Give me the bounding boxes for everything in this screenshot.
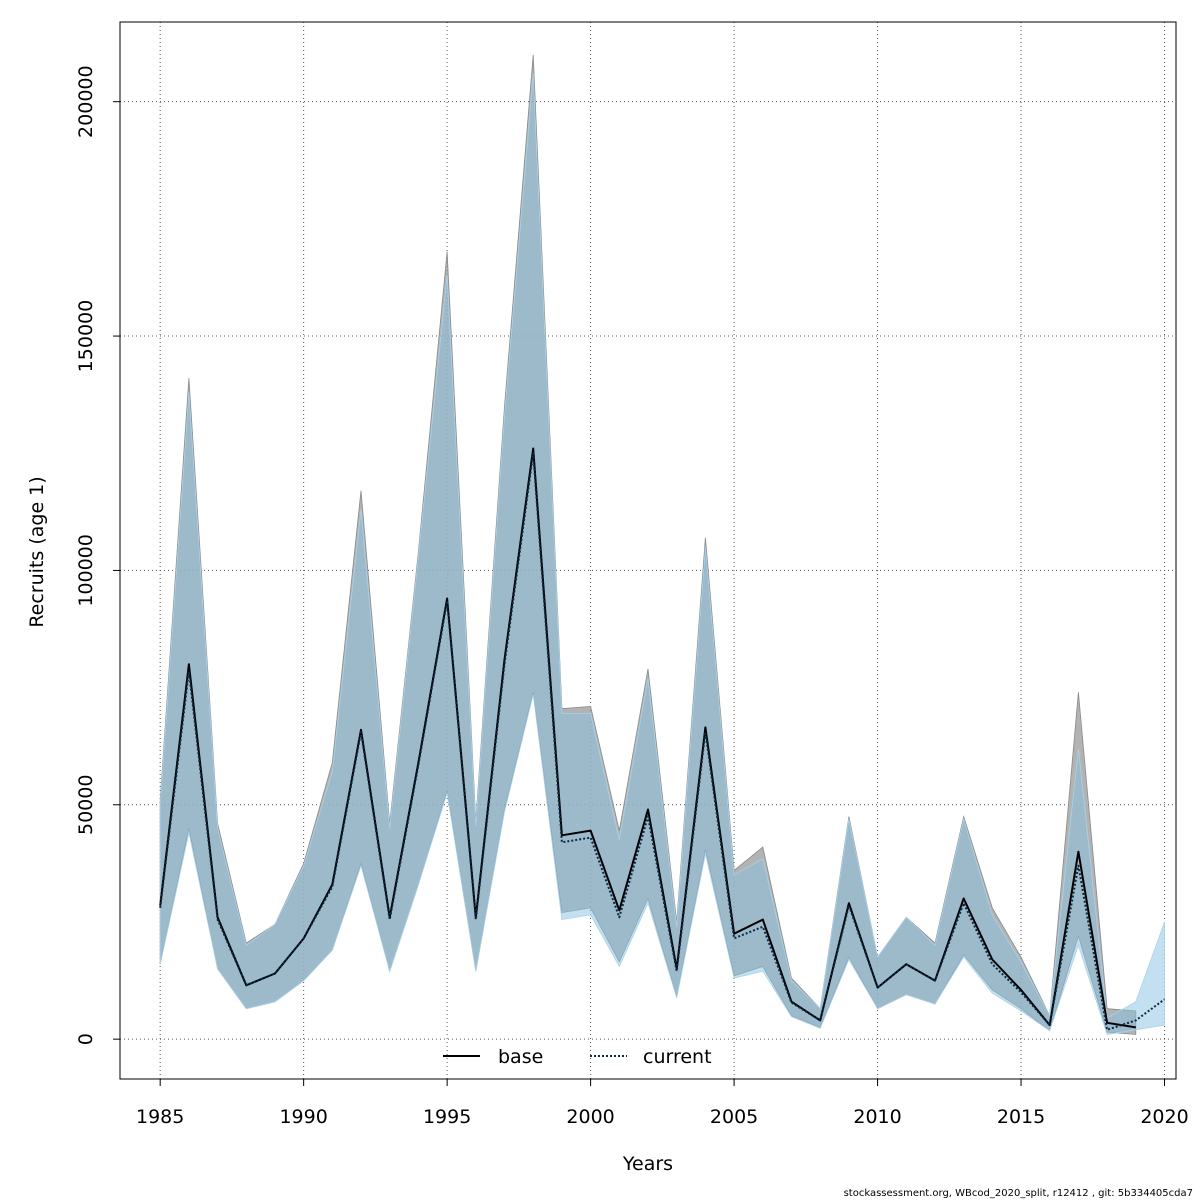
x-tick-label-2005: 2005 bbox=[710, 1106, 758, 1128]
x-tick-label-2000: 2000 bbox=[566, 1106, 614, 1128]
y-tick-label-150000: 150000 bbox=[75, 300, 97, 373]
x-tick-label-1985: 1985 bbox=[136, 1106, 184, 1128]
band-current bbox=[159, 73, 1165, 1035]
x-tick-label-1990: 1990 bbox=[279, 1106, 327, 1128]
x-tick-label-1995: 1995 bbox=[423, 1106, 471, 1128]
grid bbox=[120, 22, 1176, 1079]
x-tick-label-2020: 2020 bbox=[1140, 1106, 1188, 1128]
line-current bbox=[159, 452, 1166, 1031]
axes: 1985 1990 1995 2000 2005 2010 2015 2020 0 50000 10… bbox=[75, 65, 1189, 1128]
y-tick-label-100000: 100000 bbox=[75, 534, 97, 607]
y-tick-label-50000: 50000 bbox=[75, 775, 97, 835]
x-tick-label-2010: 2010 bbox=[853, 1106, 901, 1128]
footer-text: stockassessment.org, WBcod_2020_split, r… bbox=[844, 1188, 1193, 1199]
x-tick-label-2015: 2015 bbox=[997, 1106, 1045, 1128]
x-axis-title: Years bbox=[622, 1153, 673, 1175]
series-lines bbox=[159, 447, 1166, 1031]
y-tick-label-200000: 200000 bbox=[75, 65, 97, 138]
y-axis-title: Recruits (age 1) bbox=[26, 476, 48, 627]
y-tick-label-0: 0 bbox=[75, 1033, 97, 1045]
legend: base current bbox=[443, 1046, 712, 1068]
legend-current-label: current bbox=[643, 1046, 712, 1068]
confidence-bands bbox=[159, 54, 1165, 1035]
legend-base-label: base bbox=[498, 1046, 543, 1068]
